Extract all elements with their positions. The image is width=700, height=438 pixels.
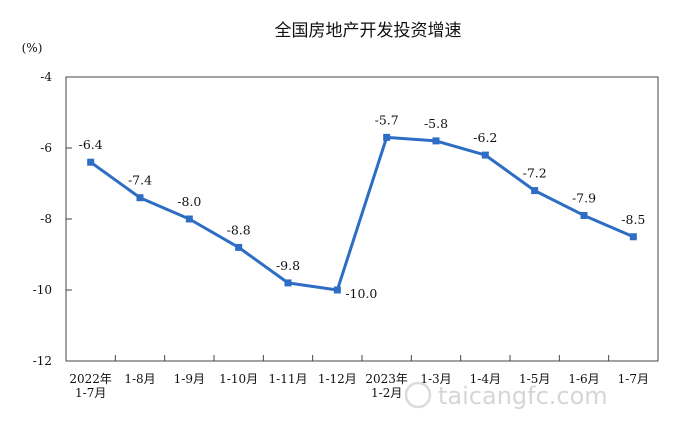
data-point: [629, 233, 637, 241]
data-label: -7.4: [128, 173, 152, 188]
data-label: -8.0: [177, 194, 201, 209]
x-tick-label: 1-7月: [75, 386, 106, 400]
x-tick-label: 1-6月: [568, 372, 599, 386]
x-tick-label: 1-9月: [174, 372, 205, 386]
chart-title: 全国房地产开发投资增速: [275, 21, 462, 41]
data-point: [481, 151, 489, 159]
data-point: [531, 187, 539, 195]
data-point: [333, 286, 341, 294]
y-tick-labels: -12 -10 -8 -6 -4: [33, 70, 53, 368]
x-tick-label: 1-5月: [519, 372, 550, 386]
data-point: [580, 211, 588, 219]
x-tick-label: 2022年: [69, 372, 112, 386]
data-label: -10.0: [345, 286, 377, 301]
x-tick-label: 1-10月: [219, 372, 258, 386]
x-tick-label: 1-8月: [124, 372, 155, 386]
data-point: [235, 243, 243, 251]
data-label: -6.2: [473, 130, 497, 145]
y-tick-label: -12: [33, 354, 52, 368]
data-label: -7.2: [523, 166, 547, 181]
series-line: [89, 135, 634, 292]
x-tick-label: 1-11月: [269, 372, 308, 386]
data-point: [432, 137, 440, 145]
data-label: -9.8: [276, 258, 300, 273]
x-tick-label: 1-12月: [318, 372, 357, 386]
x-tick-label: 1-7月: [618, 372, 649, 386]
watermark-text: taicangfc.com: [438, 382, 608, 410]
x-tick-label: 1-3月: [420, 372, 451, 386]
data-point: [87, 158, 95, 166]
data-point: [136, 194, 144, 202]
x-tick-label: 1-2月: [371, 386, 402, 400]
watermark-logo-icon: [404, 381, 432, 409]
watermark: taicangfc.com: [404, 381, 608, 410]
series-markers: [87, 133, 637, 294]
data-label: -6.4: [79, 137, 103, 152]
data-labels: -6.4 -7.4 -8.0 -8.8 -9.8 -10.0 -5.7 -5.8 -6.2 -7.…: [79, 112, 646, 301]
data-point: [383, 133, 391, 141]
data-label: -8.5: [621, 212, 645, 227]
data-label: -8.8: [227, 222, 251, 237]
data-point: [185, 215, 193, 223]
data-label: -5.7: [375, 112, 399, 127]
plot-frame: [65, 76, 659, 362]
y-tick-label: -10: [33, 283, 52, 297]
data-label: -7.9: [572, 190, 596, 205]
y-tick-label: -8: [40, 212, 52, 226]
y-tick-label: -6: [40, 141, 52, 155]
axis-ticks: [66, 76, 610, 362]
y-unit-label: (%): [22, 41, 43, 55]
x-tick-label: 2023年: [365, 372, 408, 386]
data-label: -5.8: [424, 116, 448, 131]
y-tick-label: -4: [40, 70, 52, 84]
data-point: [284, 279, 292, 287]
x-tick-label: 1-4月: [470, 372, 501, 386]
